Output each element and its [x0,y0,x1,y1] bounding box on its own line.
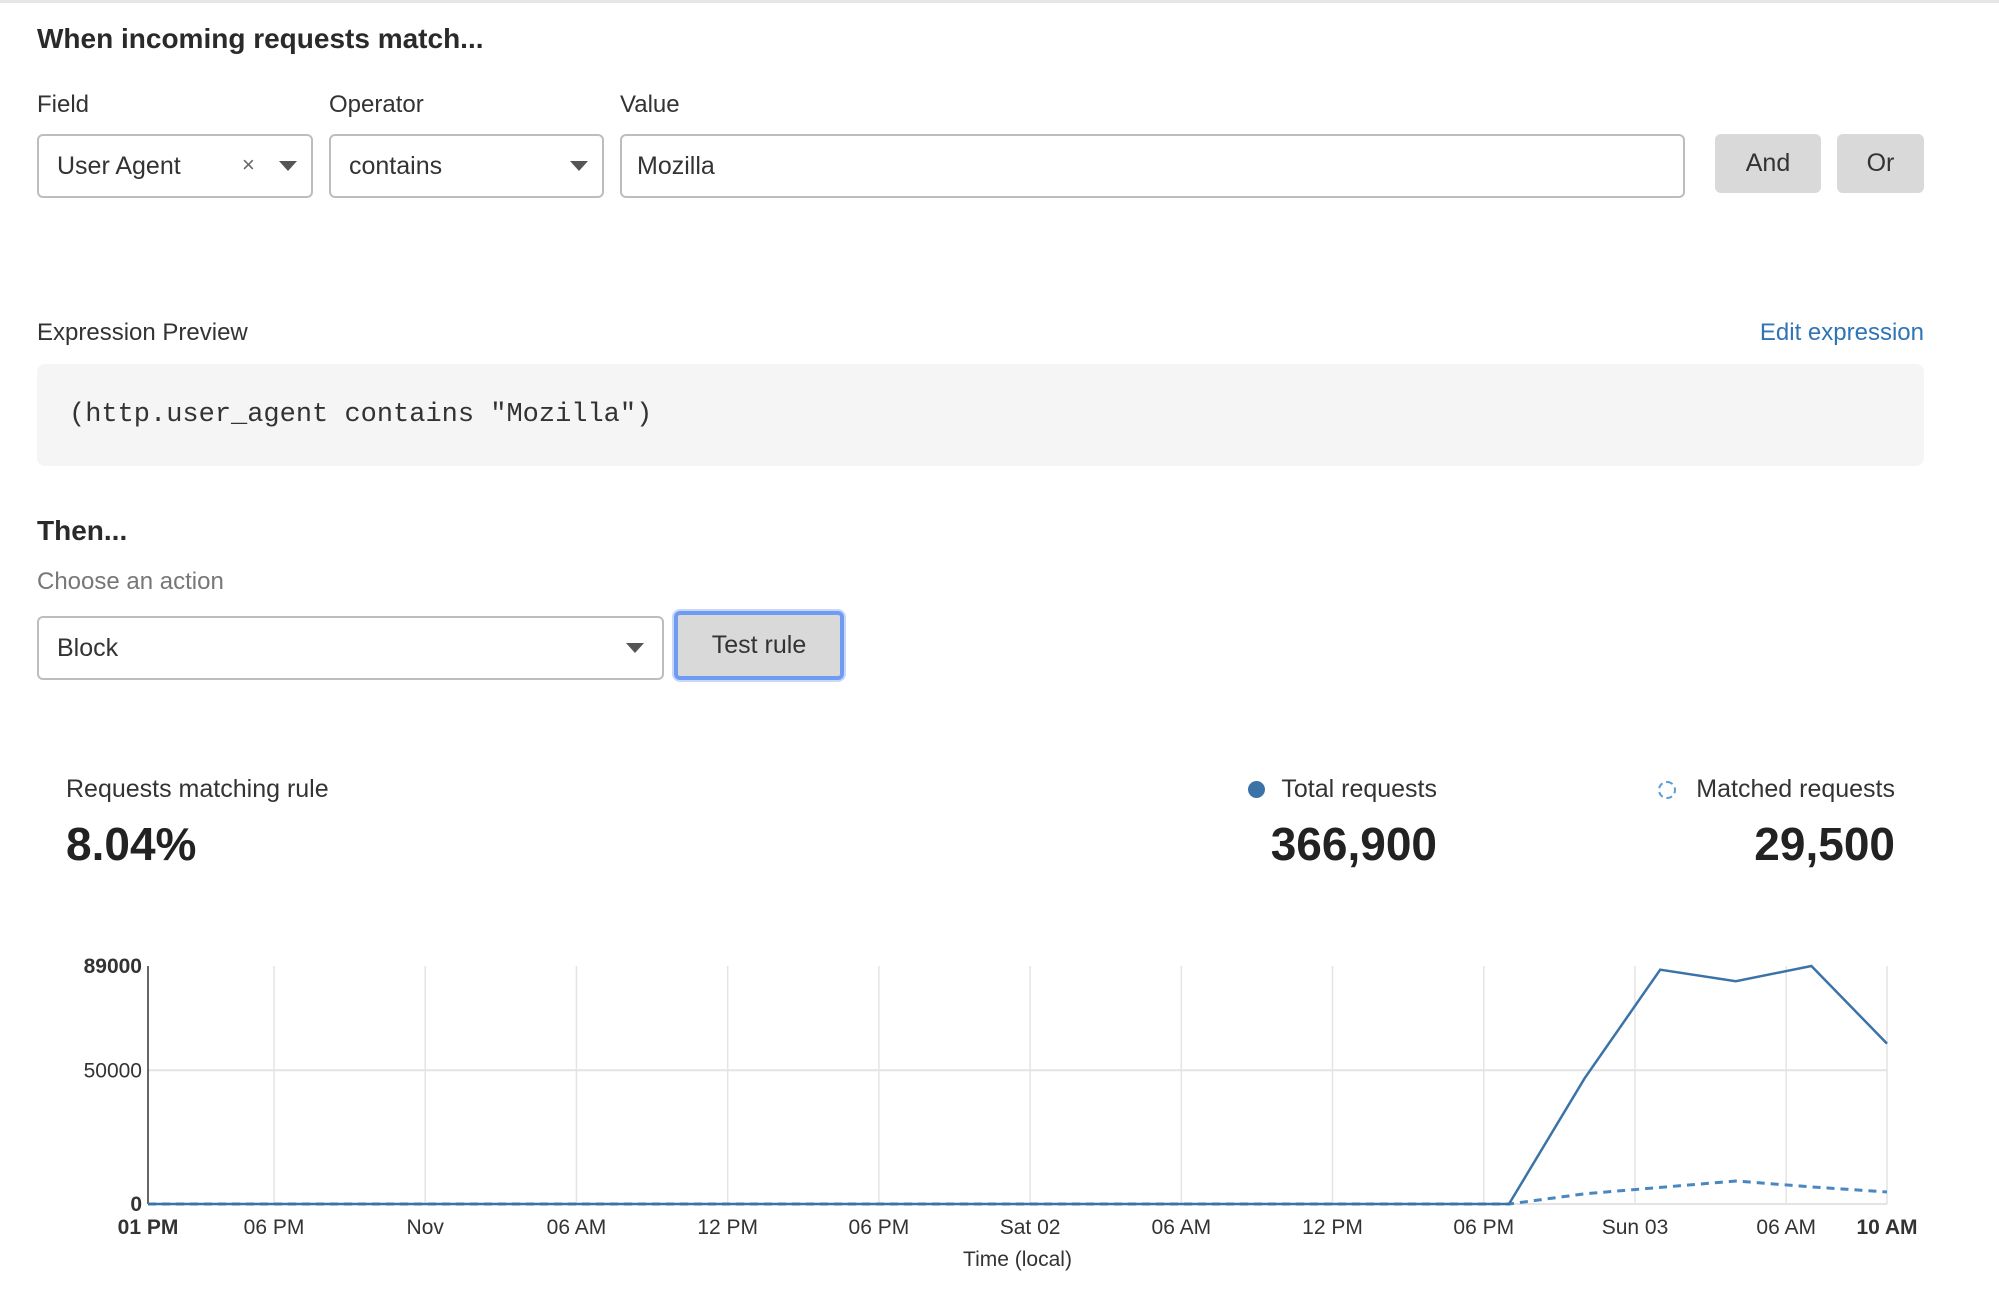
action-select[interactable]: Block [37,616,664,680]
matching-value: 8.04% [66,818,197,870]
expression-preview-label: Expression Preview [37,319,248,346]
clear-icon[interactable]: × [242,152,255,177]
expression-preview: (http.user_agent contains "Mozilla") [37,364,1924,466]
value-input[interactable]: Mozilla [620,134,1685,198]
x-tick-label: 06 AM [547,1216,607,1239]
matched-requests-legend: Matched requests [1658,775,1895,804]
dashed-circle-icon [1658,780,1677,799]
edit-expression-link[interactable]: Edit expression [1759,319,1924,346]
x-tick-label: 06 AM [1152,1216,1212,1239]
total-requests-legend: Total requests [1248,775,1437,804]
x-tick-label: Nov [407,1216,445,1239]
field-label: Field [37,91,90,118]
x-tick-label: 06 PM [244,1216,305,1239]
choose-action-label: Choose an action [37,568,224,595]
x-tick-label: 01 PM [118,1216,179,1239]
then-heading: Then... [37,515,128,546]
y-tick-label: 50000 [84,1059,142,1082]
total-requests-label: Total requests [1281,775,1437,803]
operator-label: Operator [329,91,424,118]
x-tick-label: Sun 03 [1602,1216,1669,1239]
matched-requests-value: 29,500 [1754,818,1895,870]
test-rule-button[interactable]: Test rule [674,611,844,680]
x-tick-label: 06 PM [849,1216,910,1239]
solid-dot-icon [1248,781,1266,798]
x-tick-label: 06 PM [1453,1216,1514,1239]
chevron-down-icon [626,643,644,653]
x-tick-label: 10 AM [1856,1216,1917,1239]
x-tick-label: 12 PM [697,1216,758,1239]
total-requests-value: 366,900 [1270,818,1437,870]
match-heading: When incoming requests match... [37,23,484,54]
or-button[interactable]: Or [1837,134,1924,193]
value-input-text: Mozilla [637,151,715,180]
series-line-total [148,964,1888,1206]
x-tick-label: 06 AM [1756,1216,1816,1239]
operator-select[interactable]: contains [329,134,604,198]
chevron-down-icon[interactable] [279,161,297,171]
field-select[interactable]: User Agent × [37,134,313,198]
matching-label: Requests matching rule [66,775,329,803]
y-tick-label: 89000 [84,955,142,978]
and-button[interactable]: And [1715,134,1821,193]
chevron-down-icon [570,161,588,171]
matched-requests-label: Matched requests [1696,775,1895,803]
expression-code: (http.user_agent contains "Mozilla") [69,400,653,430]
y-tick-label: 0 [130,1193,142,1216]
series-line-matched [148,1179,1888,1206]
x-tick-label: 12 PM [1302,1216,1363,1239]
requests-chart: 01 PM 06 PM Nov 06 AM 12 PM 06 PM Sat 02 06 AM 1… [84,955,1918,1271]
value-label: Value [620,91,680,118]
action-select-value: Block [57,633,119,662]
operator-select-value: contains [349,151,443,180]
x-tick-label: Sat 02 [1000,1216,1061,1239]
field-select-value: User Agent [57,151,181,180]
x-axis-title: Time (local) [963,1248,1072,1271]
